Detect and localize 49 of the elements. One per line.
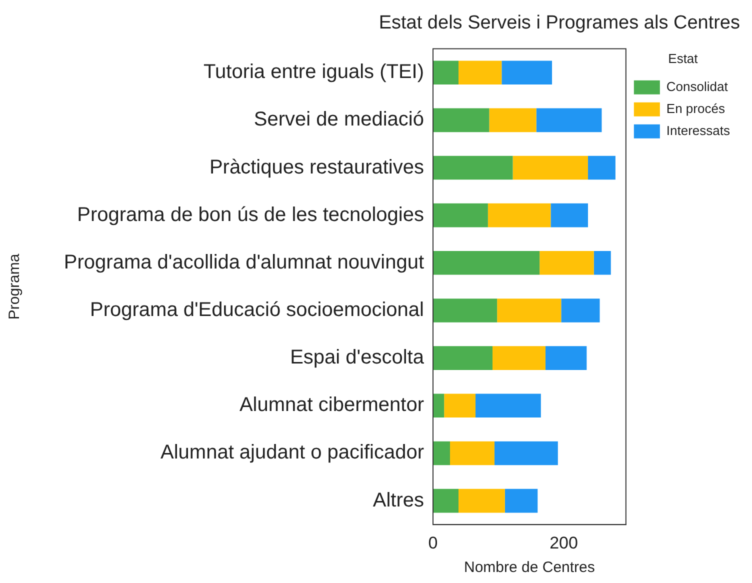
- bar: [502, 60, 552, 84]
- x-tick-label: 200: [550, 533, 578, 552]
- bar: [433, 394, 444, 418]
- bar: [561, 298, 600, 322]
- bar: [433, 441, 450, 466]
- y-tick-label: Servei de mediació: [254, 108, 424, 131]
- y-tick-label: Programa d'Educació socioemocional: [90, 299, 424, 322]
- y-tick-label: Espai d'escolta: [290, 346, 425, 369]
- legend-label: Interessats: [666, 122, 730, 138]
- bar: [476, 394, 541, 418]
- bar: [492, 346, 546, 370]
- bar: [433, 156, 513, 180]
- bar: [536, 108, 602, 132]
- bar: [433, 251, 540, 275]
- bar: [450, 441, 494, 466]
- y-tick-label: Alumnat ajudant o pacificador: [160, 442, 424, 464]
- y-tick-label: Altres: [372, 489, 424, 512]
- bar: [458, 60, 502, 84]
- bar: [497, 298, 562, 322]
- bar: [433, 203, 488, 228]
- bar: [433, 298, 498, 322]
- bar: [444, 394, 476, 418]
- legend-label: En procés: [666, 100, 726, 116]
- bar: [588, 156, 616, 180]
- x-tick-label: 0: [428, 533, 438, 552]
- bar: [504, 488, 538, 513]
- legend-label: Consolidat: [666, 78, 728, 94]
- y-tick-label: Pràctiques restauratives: [209, 156, 424, 178]
- bar: [494, 441, 558, 466]
- x-axis-title: Nombre de Centres: [464, 559, 595, 576]
- bar: [433, 108, 490, 132]
- bar: [433, 346, 493, 370]
- y-tick-label: Programa d'acollida d'alumnat nouvingut: [64, 251, 424, 274]
- bar: [433, 488, 459, 513]
- bar: [540, 251, 594, 275]
- bar: [458, 488, 505, 513]
- bar: [594, 251, 611, 275]
- legend-title: Estat: [668, 50, 698, 66]
- chart-title: Estat dels Serveis i Programes als Centres: [378, 12, 740, 34]
- bar: [488, 203, 551, 228]
- y-tick-label: Alumnat cibermentor: [239, 394, 424, 416]
- bar: [545, 346, 587, 370]
- bar: [433, 60, 459, 84]
- y-tick-label: Programa de bon ús de les tecnologies: [77, 204, 424, 226]
- bar: [550, 203, 588, 228]
- y-tick-label: Tutoria entre iguals (TEI): [204, 61, 424, 84]
- bar: [512, 156, 588, 180]
- y-axis-title: Programa: [6, 253, 24, 320]
- bar: [489, 108, 536, 132]
